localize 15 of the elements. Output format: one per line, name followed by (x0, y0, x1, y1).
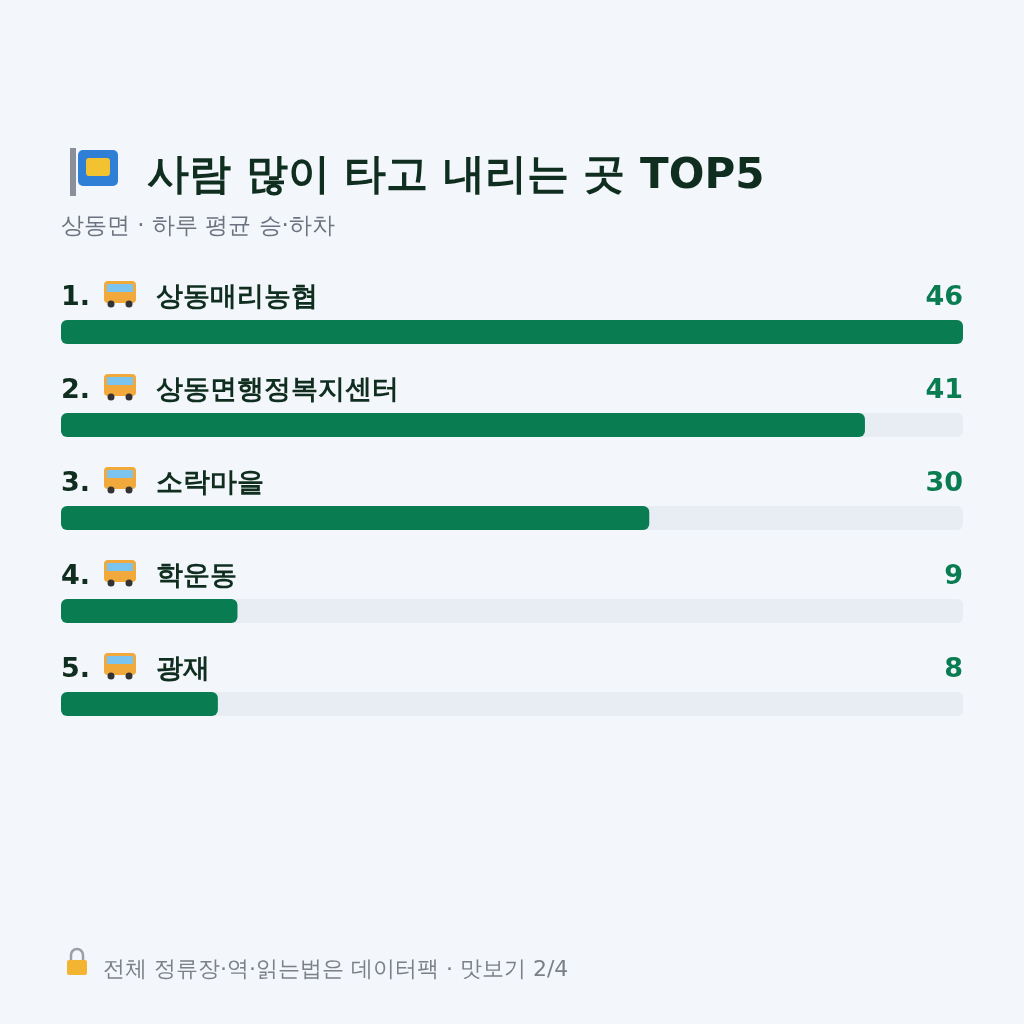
bar (61, 599, 238, 623)
category-label: 3. 소락마을 (61, 466, 264, 497)
data-label: 46 (925, 280, 963, 311)
chart-subtitle: 상동면 · 하루 평균 승·하차 (61, 212, 335, 238)
data-label: 30 (925, 466, 963, 497)
category-label: 4. 학운동 (61, 559, 237, 590)
text: 전체 정류장·역·읽는법은 데이터팩 · 맛보기 2/4 (103, 956, 569, 981)
category-label: 5. 광재 (61, 652, 210, 683)
data-label: 41 (925, 373, 963, 404)
chart-title: 사람 많이 타고 내리는 곳 TOP5 (147, 149, 765, 198)
data-label: 9 (944, 559, 963, 590)
bar (61, 692, 218, 716)
category-label: 2. 상동면행정복지센터 (61, 373, 399, 404)
category-label: 1. 상동매리농협 (61, 280, 318, 311)
data-label: 8 (944, 652, 963, 683)
